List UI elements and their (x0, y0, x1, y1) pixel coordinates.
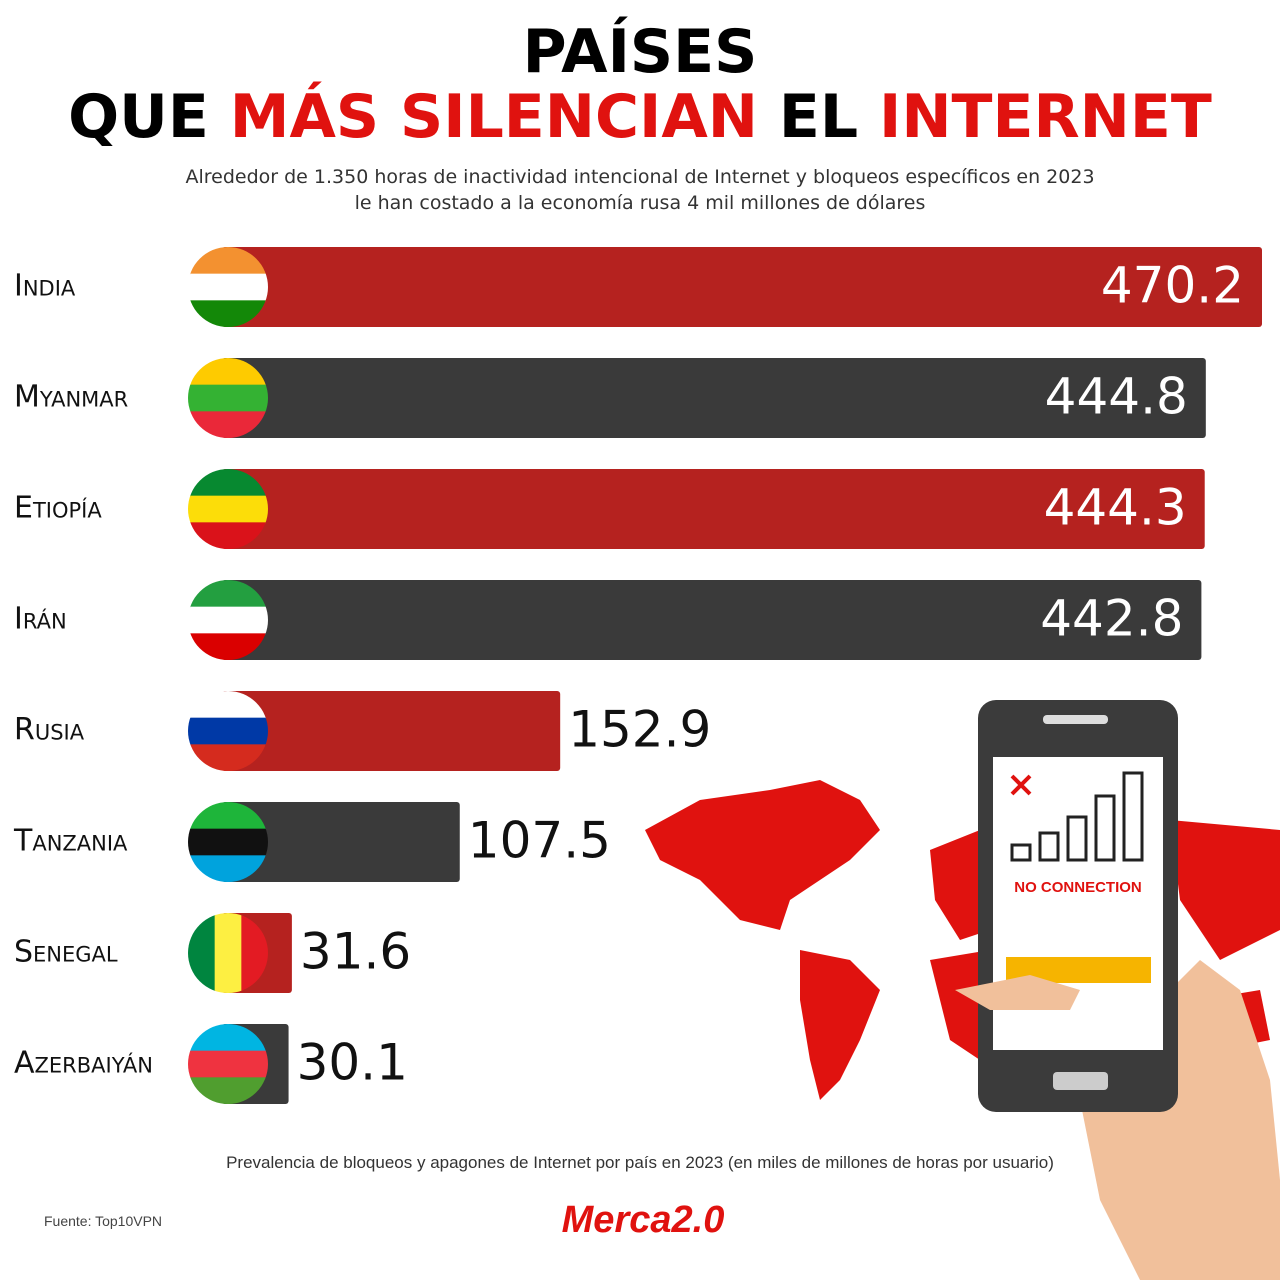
phone-text: NO CONNECTION (1014, 879, 1142, 896)
value-label: 470.2 (1101, 257, 1244, 315)
value-label: 444.3 (1044, 479, 1187, 537)
bar (222, 580, 1202, 660)
value-label: 31.6 (300, 923, 411, 981)
flag (188, 691, 268, 771)
value-label: 152.9 (568, 701, 711, 759)
category-label: Rusia (14, 713, 85, 748)
flag-stripe (188, 273, 268, 302)
value-label: 107.5 (468, 812, 611, 870)
logo: Merca2.0 (562, 1199, 725, 1241)
bar (222, 358, 1206, 438)
category-label: Irán (14, 602, 67, 637)
value-label: 444.8 (1045, 368, 1188, 426)
phone-illustration: NO CONNECTION (955, 700, 1280, 1280)
title-part: INTERNET (879, 82, 1212, 152)
subtitle: Alrededor de 1.350 horas de inactividad … (185, 166, 1094, 188)
title-line-1: PAÍSES (523, 15, 758, 87)
category-label: India (14, 269, 76, 304)
title-part: MÁS SILENCIAN (230, 81, 758, 152)
bar (222, 691, 561, 771)
flag-stripe (188, 384, 268, 413)
category-label: Senegal (14, 935, 118, 970)
bars: India 470.2 Myanmar 444.8 Etiopía 444.3 Irán 44… (13, 247, 1262, 1104)
flag-stripe (188, 1050, 268, 1079)
footnote: Prevalencia de bloqueos y apagones de In… (226, 1153, 1054, 1172)
bar (222, 247, 1262, 327)
value-label: 30.1 (297, 1034, 408, 1092)
flag-stripe (188, 606, 268, 635)
value-label: 442.8 (1040, 590, 1183, 648)
category-label: Etiopía (14, 491, 102, 526)
source: Fuente: Top10VPN (44, 1213, 162, 1229)
category-label: Tanzania (13, 824, 128, 859)
bar (222, 802, 460, 882)
title-part: PAÍSES (523, 15, 758, 87)
category-label: Azerbaiyán (14, 1046, 153, 1081)
flag-stripe (188, 828, 268, 857)
flag-stripe (214, 913, 243, 993)
flag-stripe (188, 717, 268, 746)
bar (222, 469, 1205, 549)
category-label: Myanmar (14, 380, 128, 415)
subtitle: le han costado a la economía rusa 4 mil … (355, 192, 926, 214)
title-part: QUE (68, 82, 209, 152)
title-part: EL (779, 82, 858, 152)
flag-stripe (188, 495, 268, 524)
title-line-2: QUE MÁS SILENCIAN EL INTERNET (68, 81, 1212, 152)
